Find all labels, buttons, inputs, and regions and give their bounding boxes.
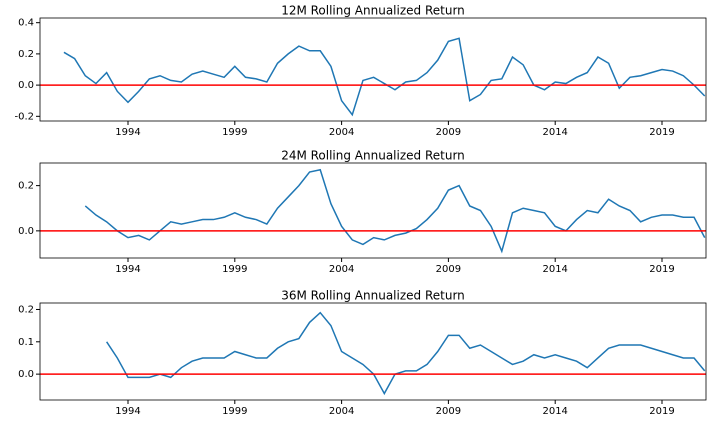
x-tick-label: 2009 bbox=[436, 264, 461, 275]
x-tick-label: 2004 bbox=[329, 127, 354, 138]
x-tick-label: 1999 bbox=[222, 406, 247, 417]
y-tick-label: 0.2 bbox=[18, 304, 34, 315]
y-tick-label: 0.4 bbox=[18, 18, 34, 29]
x-tick-label: 2019 bbox=[649, 406, 674, 417]
chart-title: 24M Rolling Annualized Return bbox=[281, 149, 465, 163]
data-line bbox=[63, 37, 706, 117]
y-tick-label: -0.2 bbox=[14, 111, 34, 122]
x-tick-label: 2004 bbox=[329, 406, 354, 417]
x-tick-label: 2019 bbox=[649, 127, 674, 138]
x-tick-label: 1994 bbox=[115, 406, 140, 417]
x-tick-label: 1994 bbox=[115, 264, 140, 275]
chart-title: 36M Rolling Annualized Return bbox=[281, 289, 465, 303]
x-tick-label: 2019 bbox=[649, 264, 674, 275]
y-tick-label: 0.1 bbox=[18, 337, 34, 348]
chart-title: 12M Rolling Annualized Return bbox=[281, 4, 465, 18]
x-tick-label: 2014 bbox=[542, 127, 567, 138]
x-tick-label: 1999 bbox=[222, 127, 247, 138]
axes-frame bbox=[39, 17, 707, 122]
x-tick-label: 1999 bbox=[222, 264, 247, 275]
x-tick-label: 1994 bbox=[115, 127, 140, 138]
data-line bbox=[84, 168, 706, 254]
x-tick-label: 2009 bbox=[436, 127, 461, 138]
y-tick-label: 0.0 bbox=[18, 80, 34, 91]
x-tick-label: 2014 bbox=[542, 406, 567, 417]
y-tick-label: 0.0 bbox=[18, 226, 34, 237]
data-line bbox=[106, 311, 706, 396]
x-tick-label: 2004 bbox=[329, 264, 354, 275]
y-tick-label: 0.2 bbox=[18, 49, 34, 60]
axes-frame bbox=[39, 302, 707, 401]
axes-frame bbox=[39, 162, 707, 259]
x-tick-label: 2009 bbox=[436, 406, 461, 417]
x-tick-label: 2014 bbox=[542, 264, 567, 275]
y-tick-label: 0.0 bbox=[18, 369, 34, 380]
y-tick-label: 0.2 bbox=[18, 181, 34, 192]
